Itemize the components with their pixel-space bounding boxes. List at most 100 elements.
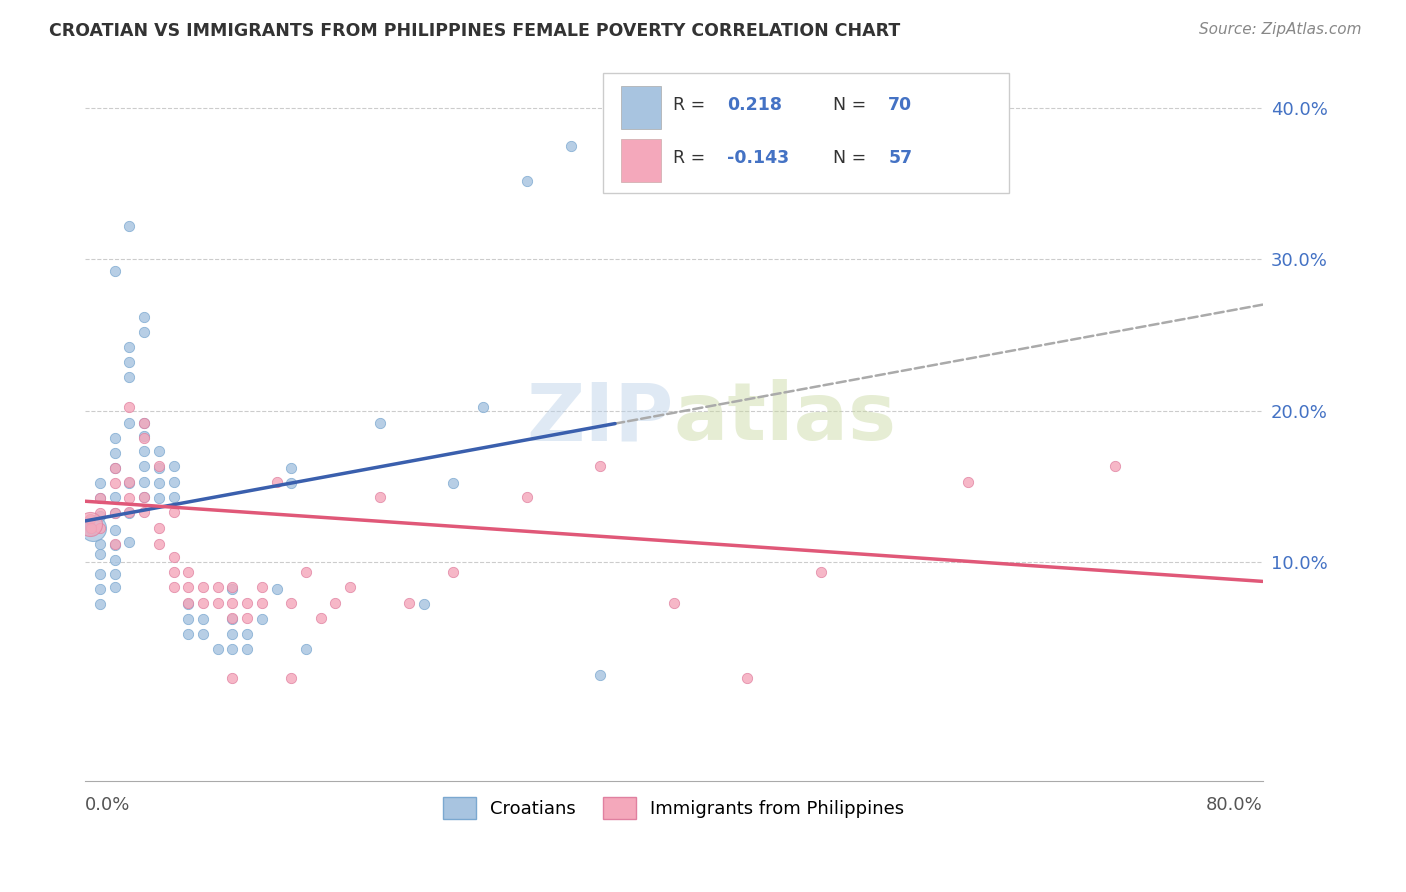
Point: [280, 596, 302, 610]
Point: [79, 512, 101, 526]
Point: [177, 596, 200, 610]
Point: [104, 490, 127, 504]
Point: [177, 597, 200, 611]
Point: [207, 596, 229, 610]
Point: [134, 490, 156, 504]
Point: [104, 553, 127, 567]
Point: [368, 490, 391, 504]
Point: [191, 581, 214, 595]
Legend: Croatians, Immigrants from Philippines: Croatians, Immigrants from Philippines: [436, 790, 911, 826]
Point: [134, 429, 156, 443]
Point: [148, 476, 170, 491]
Point: [104, 566, 127, 581]
Point: [134, 416, 156, 430]
Text: 80.0%: 80.0%: [1206, 797, 1263, 814]
Point: [80, 521, 103, 535]
Point: [516, 174, 538, 188]
Point: [77, 516, 100, 531]
Point: [89, 491, 111, 506]
Point: [207, 581, 229, 595]
Point: [89, 509, 111, 524]
Point: [134, 490, 156, 504]
Point: [236, 627, 259, 641]
Point: [104, 506, 127, 520]
Point: [89, 476, 111, 491]
Point: [737, 671, 759, 685]
FancyBboxPatch shape: [621, 87, 661, 129]
Point: [118, 491, 141, 506]
Point: [221, 610, 243, 624]
Point: [134, 444, 156, 458]
Point: [134, 475, 156, 489]
Point: [162, 475, 184, 489]
Point: [280, 476, 302, 491]
Point: [104, 538, 127, 552]
Point: [148, 491, 170, 506]
Point: [104, 461, 127, 475]
Point: [236, 596, 259, 610]
Point: [148, 461, 170, 475]
Text: 0.0%: 0.0%: [86, 797, 131, 814]
Point: [662, 596, 685, 610]
Point: [79, 520, 101, 534]
Point: [957, 475, 980, 489]
Point: [104, 264, 127, 278]
Point: [221, 642, 243, 657]
Point: [89, 491, 111, 506]
Point: [177, 627, 200, 641]
FancyBboxPatch shape: [603, 73, 1010, 193]
Point: [89, 506, 111, 520]
Point: [89, 566, 111, 581]
Point: [118, 475, 141, 489]
Point: [134, 325, 156, 339]
Text: 57: 57: [889, 149, 912, 167]
Text: 0.218: 0.218: [727, 96, 782, 114]
Point: [89, 547, 111, 561]
Point: [104, 523, 127, 537]
Point: [118, 476, 141, 491]
Point: [280, 671, 302, 685]
Point: [221, 612, 243, 626]
Point: [177, 581, 200, 595]
Point: [104, 536, 127, 550]
Point: [236, 642, 259, 657]
Point: [266, 582, 288, 596]
Point: [221, 582, 243, 596]
Text: R =: R =: [672, 96, 710, 114]
Point: [162, 490, 184, 504]
Point: [368, 416, 391, 430]
Point: [104, 446, 127, 460]
FancyBboxPatch shape: [621, 139, 661, 182]
Point: [266, 475, 288, 489]
Point: [221, 596, 243, 610]
Text: 70: 70: [889, 96, 912, 114]
Point: [162, 581, 184, 595]
Text: Source: ZipAtlas.com: Source: ZipAtlas.com: [1198, 22, 1361, 37]
Point: [148, 521, 170, 535]
Point: [82, 521, 104, 535]
Point: [118, 505, 141, 519]
Point: [589, 459, 612, 474]
Point: [250, 596, 273, 610]
Point: [148, 444, 170, 458]
Text: ZIP: ZIP: [527, 379, 673, 457]
Point: [236, 610, 259, 624]
Point: [191, 627, 214, 641]
Point: [134, 310, 156, 324]
Point: [325, 596, 347, 610]
Point: [589, 668, 612, 682]
Text: R =: R =: [672, 149, 710, 167]
Point: [148, 536, 170, 550]
Text: N =: N =: [832, 149, 872, 167]
Point: [191, 612, 214, 626]
Point: [398, 596, 420, 610]
Point: [412, 597, 434, 611]
Text: N =: N =: [832, 96, 872, 114]
Point: [295, 566, 318, 580]
Point: [118, 219, 141, 233]
Point: [118, 506, 141, 520]
Point: [221, 581, 243, 595]
Point: [104, 581, 127, 595]
Point: [560, 139, 582, 153]
Point: [134, 505, 156, 519]
